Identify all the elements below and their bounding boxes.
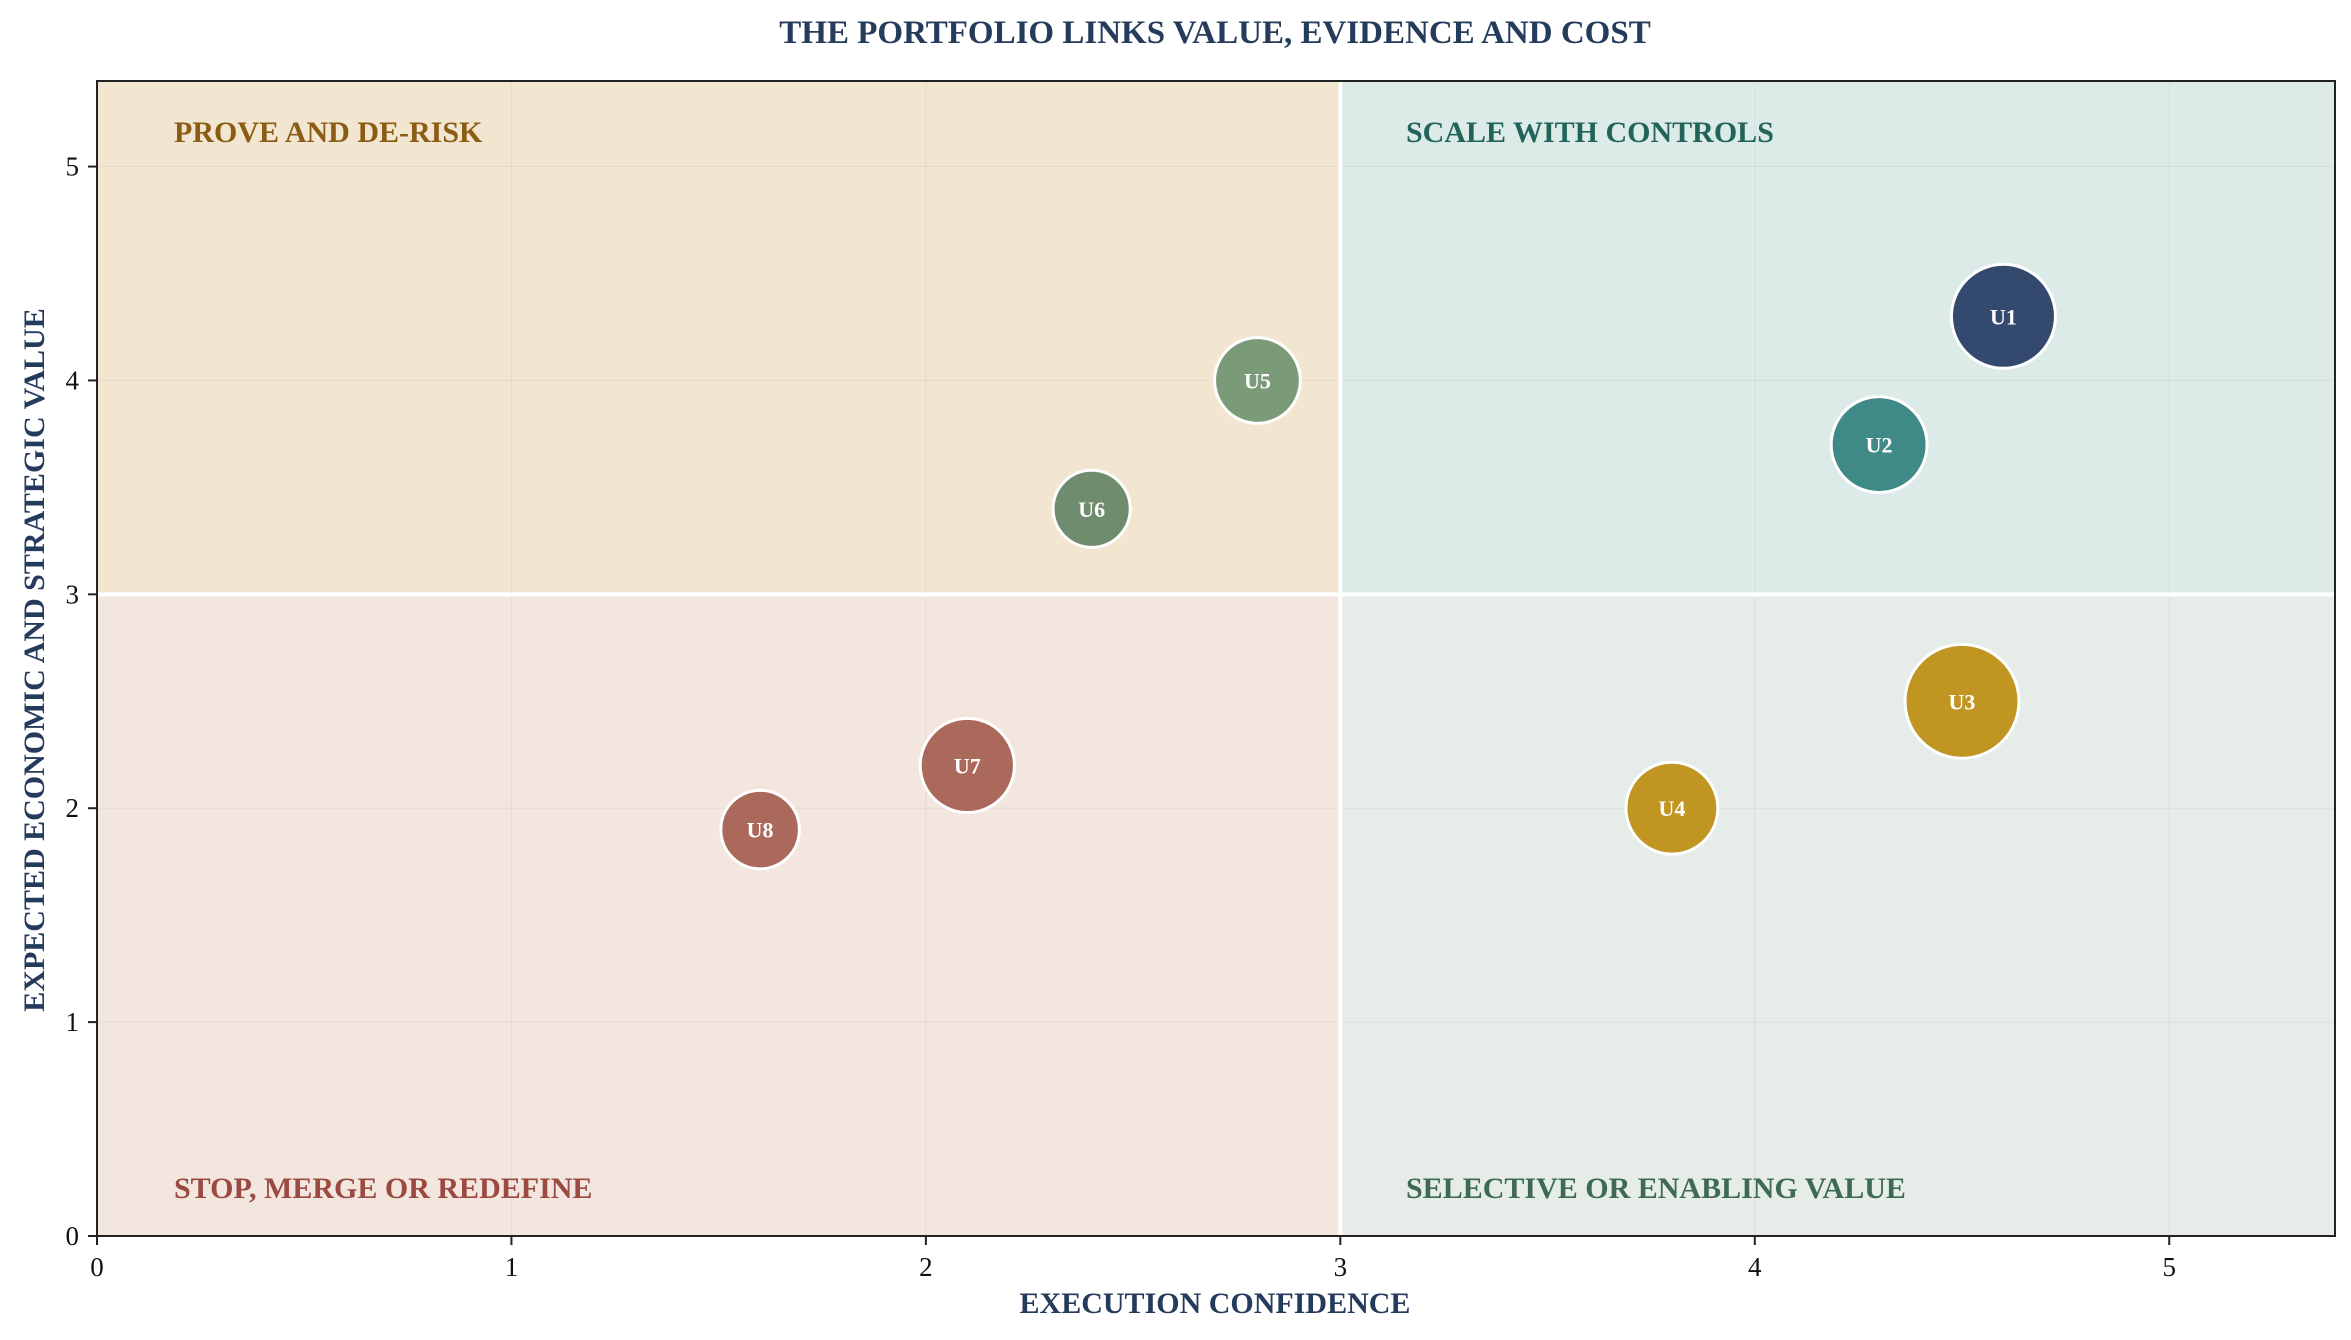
quadrant-label-selective: SELECTIVE OR ENABLING VALUE [1406,1172,1906,1205]
y-axis-label: EXPECTED ECONOMIC AND STRATEGIC VALUE [18,308,51,1011]
quadrant-stop [97,594,1341,1236]
bubble-label-u4: U4 [1658,796,1685,821]
x-tick-label-4: 4 [1748,1252,1762,1282]
plot-frame [96,80,2336,1237]
quadrant-labels: PROVE AND DE-RISK SCALE WITH CONTROLS STOP… [174,116,1906,1205]
bubble-label-u5: U5 [1244,368,1271,393]
quadrant-selective [1340,594,2335,1236]
x-tick-label-0: 0 [90,1252,104,1282]
grid-lines [97,81,2335,1236]
chart-title: THE PORTFOLIO LINKS VALUE, EVIDENCE AND … [779,15,1650,51]
quadrant-dividers [97,81,2335,1236]
x-tick-label-3: 3 [1334,1252,1348,1282]
quadrant-scale [1340,81,2335,595]
x-axis-label: EXECUTION CONFIDENCE [1020,1287,1411,1320]
bubble-u7: U7 [918,716,1016,815]
bubble-label-u6: U6 [1078,497,1105,522]
bubble-u8: U8 [719,788,801,871]
y-tick-label-4: 4 [66,365,80,395]
bubble-u5: U5 [1213,336,1302,425]
bubble-label-u2: U2 [1866,433,1893,458]
quadrant-label-stop: STOP, MERGE OR REDEFINE [174,1172,592,1205]
bubble-label-u3: U3 [1949,689,1976,714]
bubble-circle-u2 [1829,395,1929,495]
x-tick-label-5: 5 [2162,1252,2176,1282]
bubble-circle-u8 [719,788,801,871]
bubble-u6: U6 [1051,468,1132,549]
bubble-u1: U1 [1949,262,2057,370]
data-points: U1 U2 U3 U4 U5 U6 U7 U8 [719,262,2057,871]
bubble-u4: U4 [1624,760,1720,856]
quadrant-backgrounds [97,81,2335,1236]
y-tick-label-1: 1 [66,1007,80,1037]
y-tick-label-3: 3 [66,579,80,609]
bubble-circle-u6 [1051,468,1132,549]
bubble-u3: U3 [1903,642,2021,760]
y-tick-label-0: 0 [66,1221,80,1251]
bubble-circle-u1 [1949,262,2057,370]
bubble-circle-u4 [1624,760,1720,856]
quadrant-label-scale: SCALE WITH CONTROLS [1406,116,1774,149]
bubble-label-u1: U1 [1990,304,2017,329]
bubble-circle-u3 [1903,642,2021,760]
bubble-u2: U2 [1829,395,1929,495]
bubble-label-u7: U7 [954,753,981,778]
x-tick-label-2: 2 [919,1252,933,1282]
y-tick-label-5: 5 [66,152,80,182]
x-tick-label-1: 1 [505,1252,519,1282]
bubble-circle-u7 [918,716,1016,815]
bubble-label-u8: U8 [747,818,774,843]
axis-ticks: 0 1 2 3 4 5 0 1 2 3 4 5 [66,152,2176,1282]
bubble-circle-u5 [1213,336,1302,425]
quadrant-prove [97,81,1341,595]
y-tick-label-2: 2 [66,793,80,823]
quadrant-label-prove: PROVE AND DE-RISK [174,116,483,149]
